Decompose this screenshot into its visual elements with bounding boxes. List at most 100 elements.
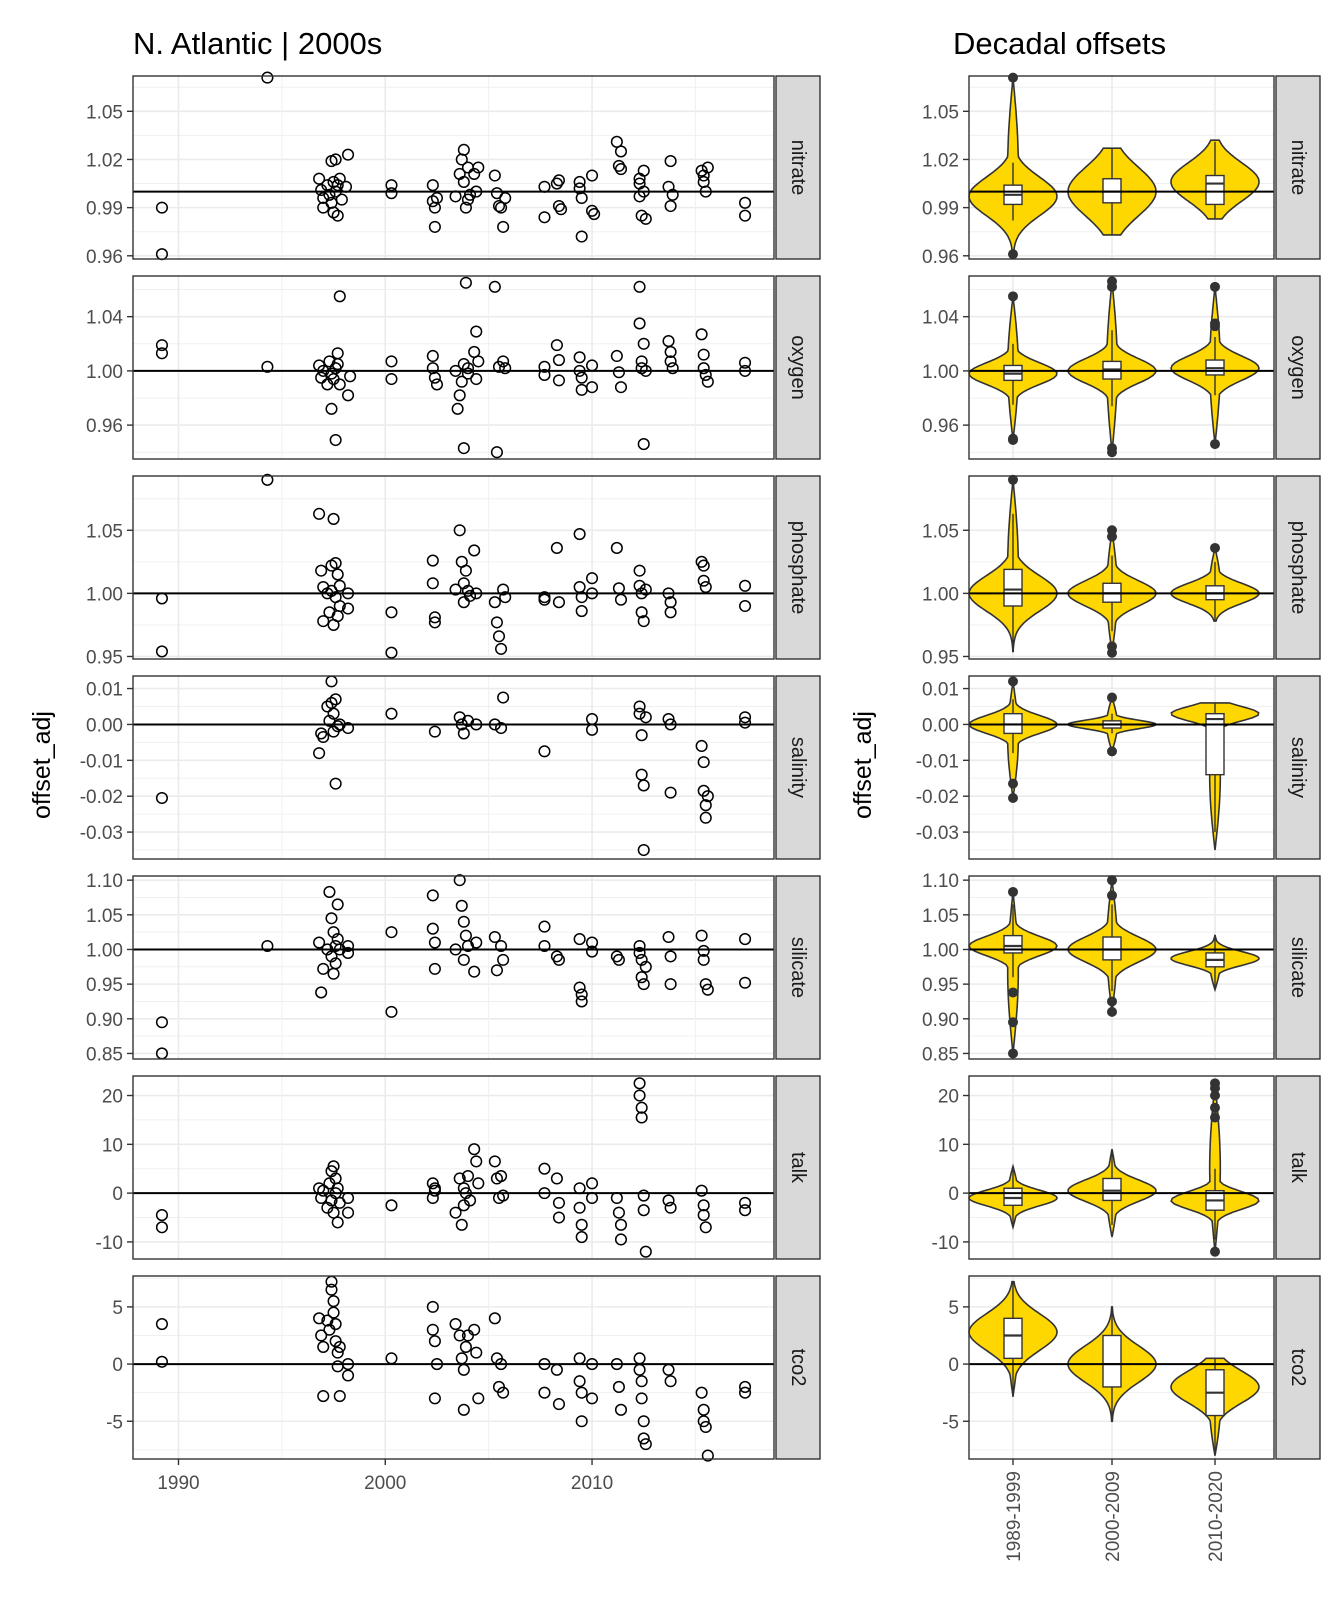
y-tick-label: 0.00 [86, 715, 123, 736]
data-point [635, 1375, 648, 1388]
data-point [662, 1363, 675, 1376]
data-point [554, 203, 568, 216]
data-point [331, 179, 344, 192]
outlier-point [1008, 249, 1018, 260]
data-point [697, 756, 710, 769]
data-point [573, 933, 586, 946]
data-point [614, 593, 628, 606]
data-point [664, 155, 677, 168]
data-point [459, 1340, 472, 1353]
data-point [585, 587, 599, 600]
facet-strip-label: phosphate [787, 521, 809, 614]
data-point [453, 1172, 466, 1185]
data-point [155, 1016, 168, 1029]
data-point [333, 172, 346, 185]
data-point [313, 936, 326, 949]
data-point [585, 572, 599, 585]
data-point [612, 366, 625, 379]
facet-strip-label: nitrate [787, 140, 809, 196]
data-point [699, 1420, 712, 1434]
data-point [341, 389, 355, 402]
data-point [457, 175, 470, 188]
data-point [428, 962, 441, 975]
data-point [699, 811, 712, 824]
data-point [472, 1177, 485, 1190]
data-point [428, 725, 441, 738]
data-point [637, 185, 650, 198]
data-point [455, 1352, 468, 1365]
facet-strip [1275, 675, 1321, 860]
data-point [457, 1363, 470, 1376]
data-point [635, 606, 648, 619]
outlier-point [1210, 281, 1220, 292]
outlier-point [1210, 542, 1220, 553]
data-point [538, 939, 551, 953]
data-point [695, 328, 708, 341]
data-point [495, 721, 508, 735]
data-point [457, 1403, 470, 1416]
data-point [538, 1358, 551, 1371]
y-tick-label: 0 [948, 1355, 959, 1376]
y-tick-label: 1.00 [922, 584, 959, 605]
facet-strip-label: phosphate [1287, 521, 1309, 614]
data-point [344, 370, 357, 383]
data-point [614, 1218, 628, 1231]
data-point [575, 371, 588, 384]
outlier-point [1210, 1083, 1220, 1094]
right-chart-title: Decadal offsets [953, 26, 1166, 61]
data-point [552, 1398, 566, 1411]
data-point [633, 579, 646, 592]
data-point [585, 169, 599, 182]
data-point [614, 145, 628, 158]
data-point [341, 1191, 355, 1205]
box-iqr [1102, 1334, 1122, 1388]
data-point [385, 1352, 398, 1365]
data-point [588, 208, 601, 221]
y-tick-label: -10 [932, 1233, 959, 1254]
data-point [739, 196, 752, 209]
data-point [155, 347, 168, 360]
data-point [453, 1329, 466, 1342]
data-point [612, 582, 625, 595]
data-point [317, 1390, 330, 1403]
x-category-label: 2000-2009 [1103, 1471, 1124, 1562]
data-point [701, 375, 714, 388]
data-point [341, 1206, 355, 1219]
y-tick-label: 0.96 [86, 247, 123, 268]
data-point [331, 1182, 344, 1195]
data-point [426, 179, 439, 192]
data-point [325, 950, 338, 963]
data-point [635, 953, 648, 966]
data-point [315, 986, 328, 999]
data-point [614, 1403, 628, 1416]
data-point [633, 939, 646, 953]
y-tick-label: -0.03 [80, 823, 123, 844]
scatter-panel-silicate: 0.85 0.90 0.95 1.00 1.05 1.10 silicate [86, 871, 821, 1065]
data-point [697, 1415, 710, 1428]
data-point [155, 1209, 168, 1222]
data-point [538, 1386, 551, 1399]
outlier-point [1210, 1112, 1220, 1123]
data-point [552, 596, 566, 609]
data-point [699, 799, 712, 812]
data-point [664, 978, 677, 991]
data-point [635, 971, 648, 984]
y-tick-label: 1.00 [86, 362, 123, 383]
data-point [430, 1358, 444, 1371]
data-point [327, 926, 340, 939]
data-point [664, 718, 677, 731]
data-point [333, 599, 346, 613]
data-point [323, 355, 336, 368]
y-tick-label: 1.02 [86, 150, 123, 171]
data-point [739, 364, 752, 377]
x-tick-label: 1990 [157, 1473, 199, 1494]
facet-strip-label: tco2 [787, 1349, 809, 1387]
data-point [426, 349, 439, 363]
data-point [497, 355, 510, 368]
x-category-label: 1989-1999 [1004, 1471, 1025, 1562]
data-point [637, 779, 650, 792]
data-point [317, 364, 330, 377]
data-point [662, 713, 675, 726]
data-point [550, 1363, 563, 1376]
data-point [455, 899, 468, 912]
